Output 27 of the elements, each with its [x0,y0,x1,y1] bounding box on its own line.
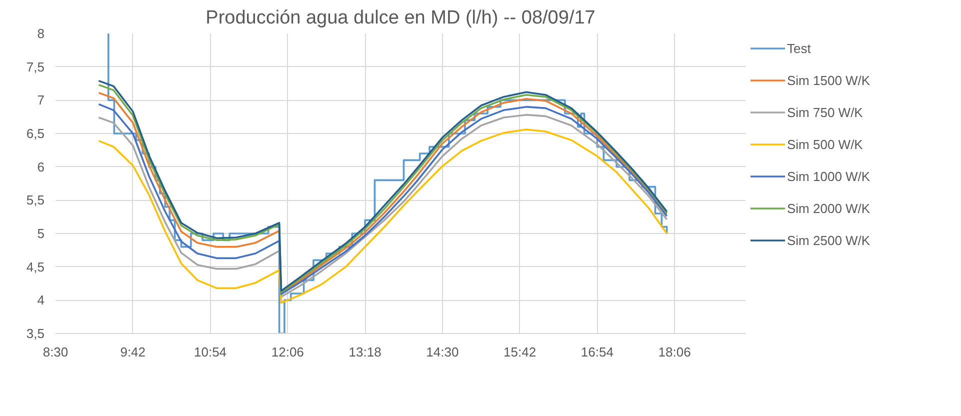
y-tick-label: 6 [37,159,45,174]
chart-title: Producción agua dulce en MD (l/h) -- 08/09/17 [206,8,596,28]
x-tick-label: 10:54 [194,344,227,360]
x-tick-label: 12:06 [271,344,304,360]
y-tick-label: 4 [37,292,45,308]
legend-label: Sim 1500 W/K [787,72,870,88]
legend-label: Sim 750 W/K [787,104,863,120]
y-tick-label: 5 [37,226,45,241]
y-tick-label: 5,5 [26,192,45,208]
x-tick-label: 9:42 [120,344,146,360]
y-tick-label: 7,5 [26,59,45,74]
y-tick-label: 4,5 [26,259,45,274]
x-tick-label: 8:30 [42,344,68,360]
legend-label: Sim 1000 W/K [787,168,870,184]
x-tick-label: 15:42 [504,344,536,360]
x-tick-label: 16:54 [580,344,614,360]
y-tick-label: 3,5 [26,326,45,341]
y-tick-label: 6,5 [26,126,45,141]
legend-label: Sim 500 W/K [787,136,863,152]
legend-label: Sim 2500 W/K [787,232,870,248]
x-tick-label: 18:06 [658,344,691,360]
x-tick-label: 14:30 [426,344,459,360]
x-tick-label: 13:18 [348,344,382,360]
y-tick-label: 8 [37,26,45,41]
legend-label: Sim 2000 W/K [787,200,870,216]
legend-label: Test [787,40,811,56]
y-tick-label: 7 [37,92,45,108]
